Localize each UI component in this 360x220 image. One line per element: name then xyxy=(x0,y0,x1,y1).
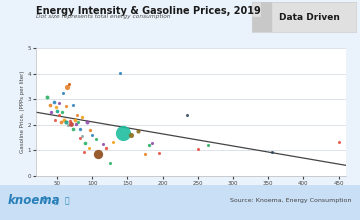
Point xyxy=(82,141,88,145)
Text: Source: Knoema, Energy Consumption: Source: Knoema, Energy Consumption xyxy=(230,198,351,203)
Point xyxy=(73,122,79,125)
Point xyxy=(118,71,123,74)
Text: Dot size represents total energy consumption: Dot size represents total energy consump… xyxy=(36,14,171,19)
Point xyxy=(75,121,81,124)
Point xyxy=(80,116,85,119)
Point xyxy=(195,147,201,151)
Point xyxy=(51,100,57,104)
Point xyxy=(44,95,49,99)
Point xyxy=(52,118,58,122)
Text: ⓣ: ⓣ xyxy=(64,196,69,205)
Text: ©: © xyxy=(41,196,49,205)
Point xyxy=(58,121,63,124)
Point xyxy=(120,131,125,134)
Point xyxy=(89,133,95,137)
Point xyxy=(72,118,78,122)
Point xyxy=(128,133,134,137)
Point xyxy=(103,146,109,150)
Bar xyxy=(261,2,271,17)
Point xyxy=(107,161,113,165)
Point xyxy=(71,127,76,130)
Point xyxy=(149,141,155,145)
Point xyxy=(77,136,83,139)
Point xyxy=(60,91,66,95)
Point xyxy=(79,135,85,138)
Point xyxy=(135,130,141,133)
Point xyxy=(206,144,211,147)
Text: Data Driven: Data Driven xyxy=(279,13,340,22)
Point xyxy=(47,103,53,106)
Point xyxy=(67,119,73,123)
Point xyxy=(86,146,92,150)
Text: Energy Intensity & Gasoline Prices, 2019: Energy Intensity & Gasoline Prices, 2019 xyxy=(36,6,261,15)
Point xyxy=(77,127,82,130)
Point xyxy=(336,140,341,143)
Point xyxy=(81,150,87,154)
Point xyxy=(64,85,70,88)
Point xyxy=(68,122,74,125)
Bar xyxy=(252,17,271,32)
Y-axis label: Gasoline Price, (PPPs per liter): Gasoline Price, (PPPs per liter) xyxy=(20,71,25,154)
Point xyxy=(63,104,68,108)
Point xyxy=(100,142,106,146)
Text: ⓕ: ⓕ xyxy=(54,196,58,205)
Point xyxy=(53,105,59,109)
Point xyxy=(70,103,76,106)
Point xyxy=(93,137,99,141)
Point xyxy=(87,128,93,132)
Point xyxy=(74,113,80,117)
Point xyxy=(184,113,190,117)
Point xyxy=(269,150,275,154)
Point xyxy=(56,101,62,105)
Point xyxy=(56,113,62,117)
Text: knoema: knoema xyxy=(8,194,60,207)
Point xyxy=(156,151,162,155)
Point xyxy=(59,110,65,114)
Point xyxy=(66,82,72,86)
Point xyxy=(54,109,60,113)
Point xyxy=(84,121,90,124)
Point xyxy=(65,123,71,127)
Point xyxy=(146,144,152,147)
X-axis label: Energy Use, kg of oil equivalent per $1000 GDP PPP: Energy Use, kg of oil equivalent per $10… xyxy=(120,189,262,194)
Point xyxy=(111,140,116,143)
Point xyxy=(95,152,101,156)
Point xyxy=(49,110,54,114)
Point xyxy=(61,118,67,122)
Point xyxy=(63,121,69,124)
Point xyxy=(142,152,148,156)
